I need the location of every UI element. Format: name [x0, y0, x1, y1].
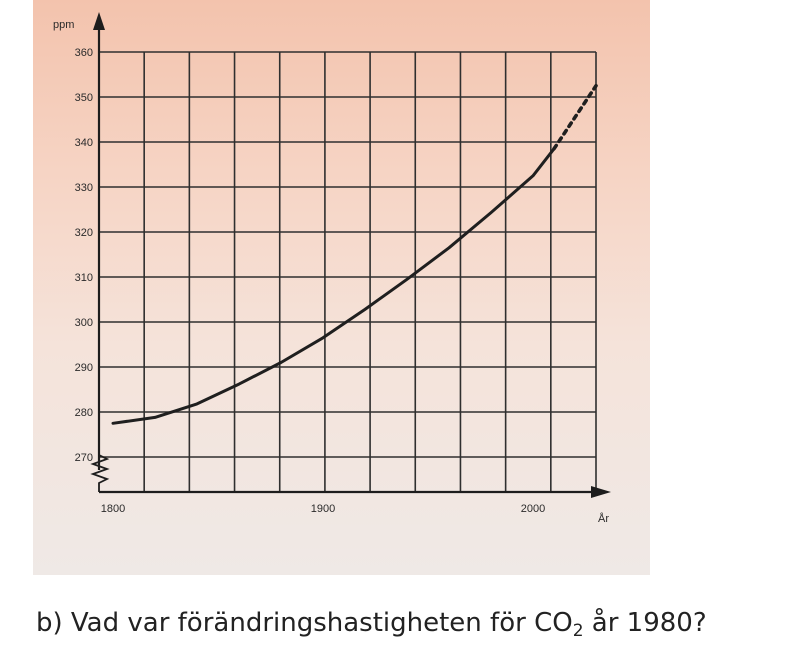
co2-projection-line: [552, 84, 598, 151]
chart-photo-background: [33, 0, 650, 575]
y-tick-label: 300: [75, 317, 93, 329]
axes: [90, 12, 611, 498]
y-tick-label: 310: [75, 272, 93, 284]
y-axis-unit-label: ppm: [53, 19, 74, 31]
axis-break-icon: [90, 454, 110, 492]
co2-line-chart: ppm År 360 350 340 330 320 310 300 290 280 270 180…: [53, 12, 611, 525]
x-axis-unit-label: År: [598, 512, 609, 525]
question-suffix: år 1980?: [583, 608, 707, 638]
y-tick-label: 350: [75, 92, 93, 104]
y-tick-label: 280: [75, 407, 93, 419]
x-axis-arrow-icon: [591, 486, 611, 498]
labels: ppm År 360 350 340 330 320 310 300 290 280 270 180…: [53, 19, 609, 525]
y-axis-arrow-icon: [93, 12, 105, 30]
y-tick-label: 340: [75, 137, 93, 149]
x-tick-label: 2000: [521, 503, 545, 515]
y-tick-label: 360: [75, 47, 93, 59]
y-tick-label: 330: [75, 182, 93, 194]
co2-curve-line: [111, 147, 556, 425]
question-subscript: 2: [572, 621, 584, 641]
y-tick-label: 320: [75, 227, 93, 239]
y-tick-label: 270: [75, 452, 93, 464]
grid: [99, 51, 597, 492]
x-tick-label: 1900: [311, 503, 335, 515]
curves: [111, 84, 598, 425]
question-text: b) Vad var förändringshastigheten för CO…: [36, 608, 707, 641]
y-tick-label: 290: [75, 362, 93, 374]
x-tick-label: 1800: [101, 503, 125, 515]
question-prefix: b) Vad var förändringshastigheten för CO: [36, 608, 573, 638]
